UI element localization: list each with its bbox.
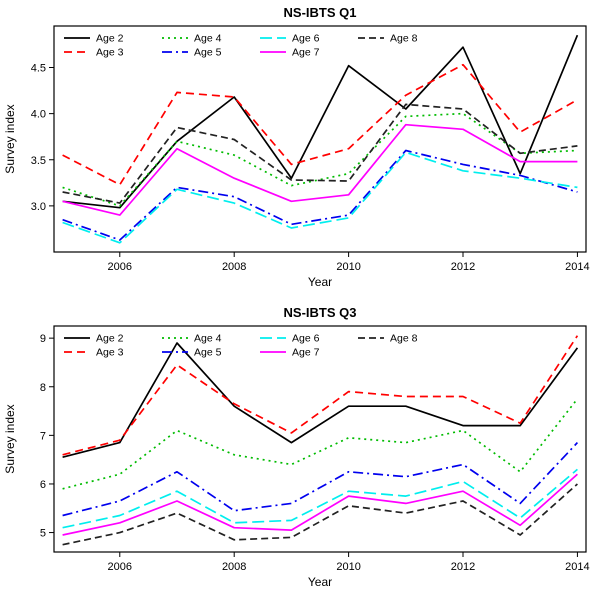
x-tick-label: 2010 <box>336 261 360 273</box>
y-tick-label: 3.5 <box>31 155 46 167</box>
y-axis-label: Survey index <box>3 404 17 473</box>
series-line-age-3 <box>62 63 578 186</box>
legend-label: Age 2 <box>96 33 124 45</box>
y-tick-label: 9 <box>40 333 46 345</box>
chart-title: NS-IBTS Q3 <box>284 305 357 320</box>
series-line-age-3 <box>62 335 579 456</box>
y-tick-label: 7 <box>40 430 46 442</box>
x-axis-label: Year <box>308 275 332 289</box>
x-tick-label: 2014 <box>565 561 589 573</box>
chart-title: NS-IBTS Q1 <box>284 5 357 20</box>
series-line-age-4 <box>62 112 578 207</box>
series-line-age-2 <box>62 342 579 459</box>
series-line-age-8 <box>62 483 578 546</box>
series-line-age-7 <box>62 473 578 536</box>
legend-label: Age 3 <box>96 47 124 59</box>
x-tick-label: 2012 <box>451 261 475 273</box>
series-line-age-4 <box>62 398 579 490</box>
x-tick-label: 2014 <box>565 261 589 273</box>
legend-label: Age 2 <box>96 333 124 345</box>
y-tick-label: 3.0 <box>31 201 46 213</box>
legend-label: Age 3 <box>96 347 124 359</box>
y-tick-label: 8 <box>40 382 46 394</box>
legend-label: Age 5 <box>194 347 222 359</box>
y-axis-label: Survey index <box>3 104 17 173</box>
series-line-age-7 <box>62 123 578 216</box>
legend-label: Age 8 <box>390 33 418 45</box>
legend-label: Age 4 <box>194 333 222 345</box>
y-tick-label: 4.0 <box>31 109 46 121</box>
legend-label: Age 5 <box>194 47 222 59</box>
y-tick-label: 4.5 <box>31 63 46 75</box>
legend-label: Age 7 <box>292 347 320 359</box>
series-line-age-5 <box>62 442 579 517</box>
x-tick-label: 2006 <box>108 261 132 273</box>
legend-label: Age 6 <box>292 33 320 45</box>
x-tick-label: 2006 <box>108 561 132 573</box>
x-tick-label: 2012 <box>451 561 475 573</box>
chart-q1: NS-IBTS Q1 2006 2008 2010 2012 2014 Year 3.0 3.5… <box>3 5 590 289</box>
y-tick-label: 5 <box>40 528 46 540</box>
plot-box <box>53 325 587 553</box>
plot-box <box>53 25 587 253</box>
legend-label: Age 7 <box>292 47 320 59</box>
x-axis-label: Year <box>308 575 332 589</box>
series-line-age-2 <box>62 34 579 209</box>
x-tick-label: 2008 <box>222 561 246 573</box>
x-tick-label: 2008 <box>222 261 246 273</box>
series-line-age-8 <box>62 103 578 204</box>
legend-label: Age 8 <box>390 333 418 345</box>
series-line-age-6 <box>62 468 578 529</box>
x-tick-label: 2010 <box>336 561 360 573</box>
legend-label: Age 6 <box>292 333 320 345</box>
chart-q3: NS-IBTS Q3 2006 2008 2010 2012 2014 Year 5 6 7 8 9 S… <box>3 305 590 589</box>
series-line-age-6 <box>62 151 578 244</box>
legend-label: Age 4 <box>194 33 222 45</box>
series-line-age-5 <box>62 149 578 241</box>
y-tick-label: 6 <box>40 479 46 491</box>
